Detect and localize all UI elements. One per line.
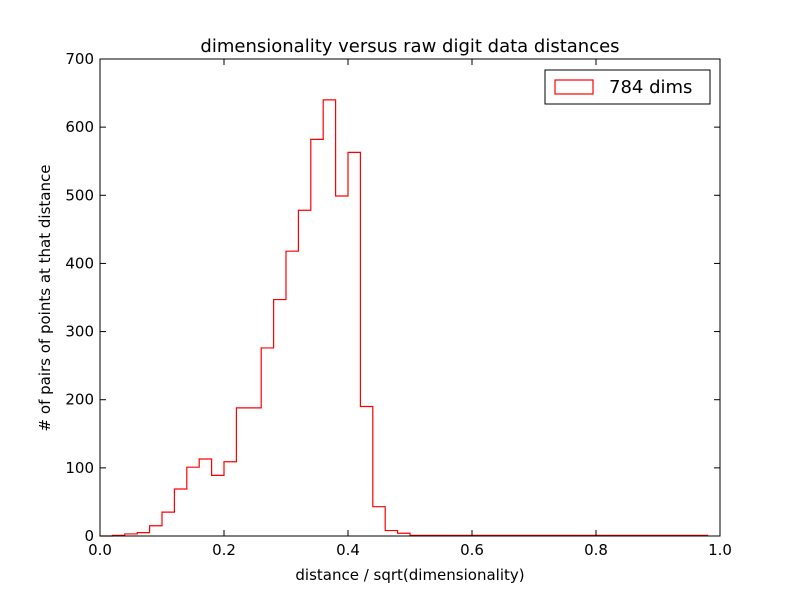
x-tick-label: 0.8 — [584, 541, 608, 559]
plot-area: 0.0 0.2 0.4 0.6 0.8 1.0 0 100 200 300 400 500 600 700 — [65, 50, 732, 559]
x-tick-label: 0.2 — [212, 541, 236, 559]
legend-swatch — [554, 79, 594, 95]
y-tick-label: 400 — [65, 254, 94, 272]
y-tick-label: 100 — [65, 459, 94, 477]
y-tick-label: 700 — [65, 50, 94, 68]
y-tick-label: 600 — [65, 118, 94, 136]
plot-frame — [99, 58, 721, 537]
x-tick-label: 1.0 — [708, 541, 732, 559]
x-tick-label: 0.6 — [460, 541, 484, 559]
x-tick-label: 0.4 — [336, 541, 360, 559]
y-axis-label: # of pairs of points at that distance — [36, 165, 54, 432]
histogram-series-784-dims — [100, 99, 709, 537]
x-tick-label: 0.0 — [88, 541, 112, 559]
chart-title: dimensionality versus raw digit data dis… — [200, 36, 619, 57]
y-tick-label: 500 — [65, 186, 94, 204]
y-tick-label: 0 — [84, 527, 94, 545]
legend: 784 dims — [544, 69, 711, 105]
x-axis-label: distance / sqrt(dimensionality) — [295, 566, 524, 584]
legend-label: 784 dims — [609, 77, 692, 98]
y-tick-label: 300 — [65, 323, 94, 341]
y-tick-label: 200 — [65, 391, 94, 409]
